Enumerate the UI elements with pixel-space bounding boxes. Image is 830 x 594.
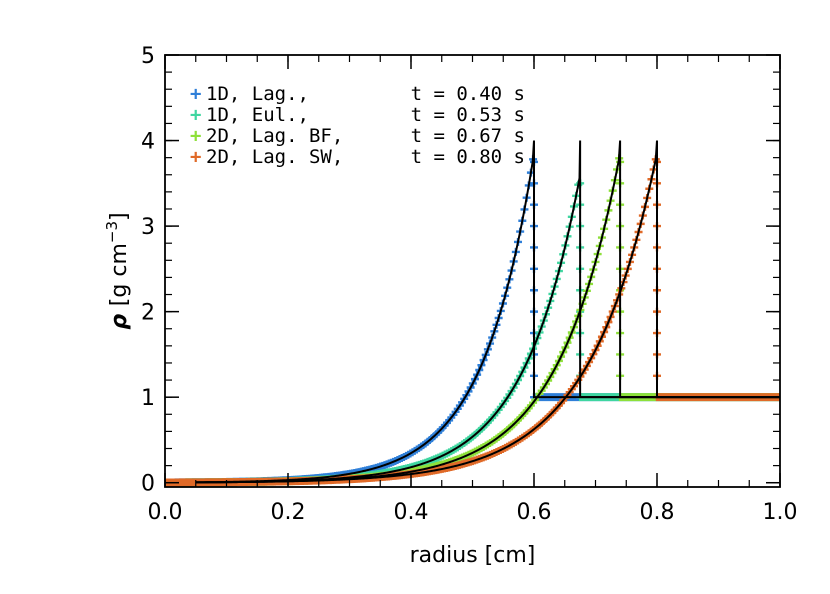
x-axis-title: radius [cm] [410,543,536,568]
legend-label: 2D, Lag. BF, [206,125,343,147]
analytic-curve-1 [195,140,780,484]
legend-marker: + [190,104,201,126]
y-tick-label: 3 [141,215,155,240]
x-tick-label: 0.4 [394,500,429,525]
legend-marker: + [190,125,201,147]
x-tick-label: 1.0 [763,500,798,525]
legend-marker: + [190,83,201,105]
x-tick-label: 0.0 [148,500,183,525]
axes: 0.0 0.2 0.4 0.6 0.8 1.0 0 1 2 3 4 5 radius [cm] ρ [g … [103,44,798,568]
legend-label: 1D, Lag., [206,83,309,105]
legend-time: t = 0.67 s [411,125,525,147]
series-2-points [165,179,780,487]
series-2-markers [165,179,780,487]
y-axis-units: [g cm [107,243,132,306]
y-axis-close: ] [107,212,132,221]
plot-content [165,140,780,487]
legend-time: t = 0.40 s [411,83,525,105]
y-tick-label: 2 [141,301,155,326]
x-tick-label: 0.6 [517,500,552,525]
y-axis-exponent: −3 [103,221,121,243]
legend-label: 1D, Eul., [206,104,309,126]
x-tick-label: 0.2 [271,500,306,525]
x-tick-label: 0.8 [640,500,675,525]
y-tick-label: 4 [141,130,155,155]
analytic-curve-2 [195,140,780,484]
y-tick-label: 0 [141,472,155,497]
legend-marker: + [190,146,201,168]
y-axis-symbol: ρ [107,306,132,329]
y-tick-label: 5 [141,44,155,69]
analytic-curve-3 [195,140,780,484]
y-axis-title: ρ [g cm−3] [103,212,132,329]
legend: +1D, Lag., t = 0.40 s + 1D, Eul., t = 0.53 s… [190,83,525,168]
plot-area [165,140,780,487]
legend-time: t = 0.80 s [411,146,525,168]
analytic-curve-4 [195,140,780,484]
legend-label: 2D, Lag. SW, [206,146,343,168]
y-tick-label: 1 [141,386,155,411]
legend-time: t = 0.53 s [411,104,525,126]
